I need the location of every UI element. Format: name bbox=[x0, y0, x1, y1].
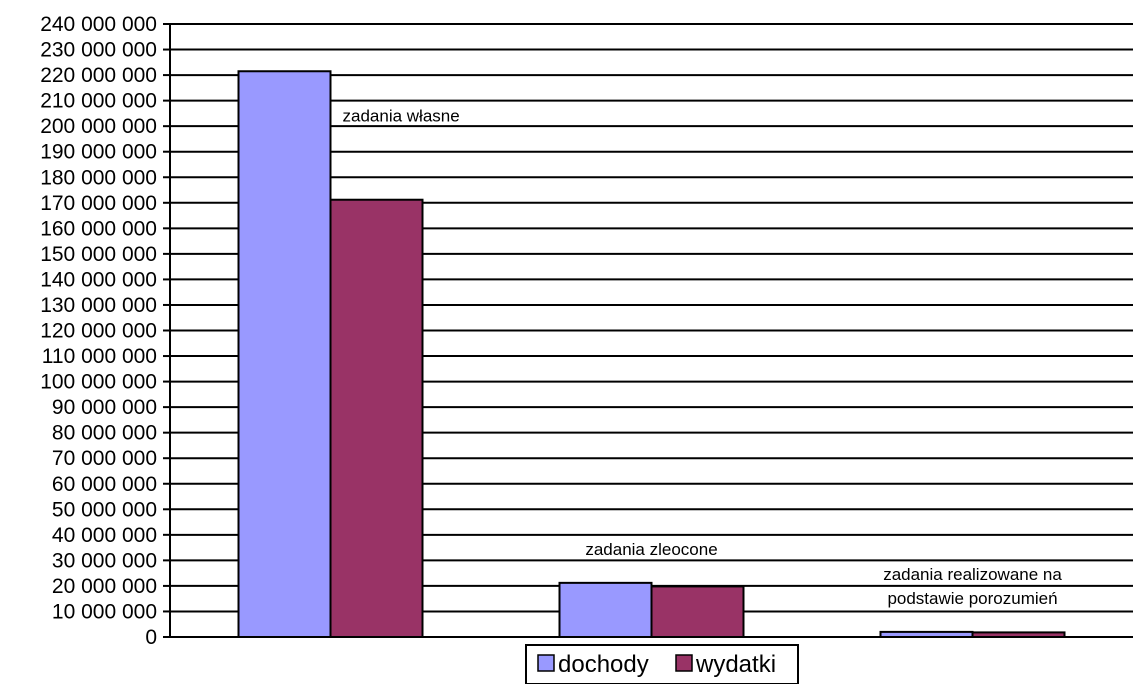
category-labels: zadania własne zadania zleocone zadania re… bbox=[343, 106, 1063, 608]
y-tick-label: 240 000 000 bbox=[40, 13, 157, 36]
bars bbox=[237, 70, 1066, 639]
category-label: zadania własne bbox=[343, 106, 460, 125]
axes bbox=[163, 23, 1133, 638]
bar-wydatki bbox=[329, 198, 424, 639]
y-tick-label: 50 000 000 bbox=[52, 498, 157, 521]
y-tick-label: 100 000 000 bbox=[40, 371, 157, 394]
legend: dochody wydatki bbox=[525, 644, 799, 685]
y-tick-label: 210 000 000 bbox=[40, 90, 157, 113]
bar-dochody bbox=[558, 581, 653, 639]
category-label: zadania zleocone bbox=[585, 540, 717, 559]
y-tick-label: 230 000 000 bbox=[40, 39, 157, 62]
y-tick-label: 110 000 000 bbox=[42, 345, 157, 368]
legend-label-dochody: dochody bbox=[558, 651, 649, 678]
category-label: zadania realizowane na bbox=[883, 565, 1062, 584]
legend-swatch-wydatki bbox=[675, 654, 693, 672]
y-tick-label: 20 000 000 bbox=[52, 575, 157, 598]
y-tick-label: 170 000 000 bbox=[40, 192, 157, 215]
y-tick-label: 190 000 000 bbox=[40, 141, 157, 164]
bar-dochody bbox=[237, 70, 332, 639]
y-tick-label: 10 000 000 bbox=[52, 600, 157, 623]
y-tick-label: 180 000 000 bbox=[40, 166, 157, 189]
y-tick-label: 90 000 000 bbox=[52, 396, 157, 419]
y-tick-label: 200 000 000 bbox=[40, 115, 157, 138]
y-tick-label: 0 bbox=[145, 626, 157, 649]
category-label: podstawie porozumień bbox=[887, 589, 1057, 608]
y-tick-label: 160 000 000 bbox=[40, 217, 157, 240]
y-tick-label: 220 000 000 bbox=[40, 64, 157, 87]
legend-swatch-dochody bbox=[537, 654, 555, 672]
y-tick-label: 140 000 000 bbox=[40, 268, 157, 291]
y-tick-label: 40 000 000 bbox=[52, 524, 157, 547]
y-tick-label: 130 000 000 bbox=[40, 294, 157, 317]
y-tick-label: 30 000 000 bbox=[52, 549, 157, 572]
legend-label-wydatki: wydatki bbox=[695, 651, 776, 678]
y-tick-label: 70 000 000 bbox=[52, 447, 157, 470]
bar-wydatki bbox=[650, 585, 745, 638]
y-tick-label: 60 000 000 bbox=[52, 473, 157, 496]
y-tick-label: 80 000 000 bbox=[52, 422, 157, 445]
y-tick-label: 120 000 000 bbox=[40, 320, 157, 343]
y-tick-label: 150 000 000 bbox=[40, 243, 157, 266]
